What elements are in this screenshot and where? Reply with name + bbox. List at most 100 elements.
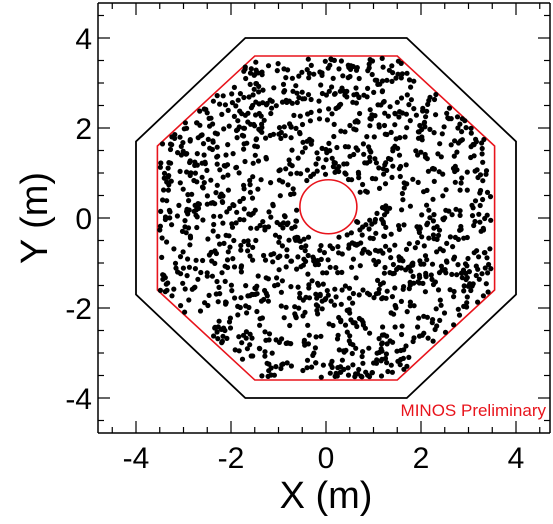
data-point (376, 290, 382, 296)
data-point (298, 264, 304, 270)
data-point (354, 65, 360, 71)
data-point (278, 289, 284, 295)
data-point (336, 164, 342, 170)
data-point (484, 212, 490, 218)
data-point (167, 215, 173, 221)
data-point (233, 164, 240, 170)
data-point (372, 216, 378, 223)
data-point (480, 227, 487, 233)
data-point (347, 333, 353, 339)
data-point (265, 224, 272, 230)
data-point (392, 285, 398, 291)
data-point (314, 150, 320, 156)
data-point (329, 155, 335, 161)
data-point (381, 332, 387, 338)
data-point (291, 112, 297, 118)
data-point (331, 121, 337, 127)
data-point (380, 295, 386, 301)
data-point (439, 267, 445, 273)
data-point (211, 213, 217, 219)
data-point (176, 202, 182, 208)
data-point (421, 243, 427, 249)
data-point (380, 64, 386, 70)
data-point (183, 230, 189, 236)
data-point (164, 239, 170, 245)
data-point (293, 83, 299, 89)
data-point (344, 329, 350, 335)
data-point (250, 244, 256, 250)
data-point (285, 67, 291, 73)
data-point (474, 167, 480, 173)
data-point (217, 101, 223, 107)
data-point (206, 252, 212, 258)
data-point (414, 224, 420, 230)
data-point (279, 278, 285, 284)
data-point (265, 63, 272, 69)
data-point (288, 363, 294, 369)
data-point (380, 280, 386, 286)
data-point (209, 258, 215, 264)
data-point (256, 110, 262, 117)
data-point (263, 154, 269, 161)
data-point (450, 244, 456, 250)
data-point (327, 243, 333, 249)
data-point (158, 208, 164, 214)
data-point (418, 149, 424, 155)
data-point (280, 225, 286, 231)
data-point (402, 134, 408, 140)
data-point (216, 284, 222, 290)
data-point (406, 354, 412, 360)
data-point (164, 179, 170, 185)
data-point (269, 105, 275, 111)
data-point (289, 147, 295, 153)
data-point (245, 293, 251, 299)
data-point (193, 257, 199, 263)
data-point (383, 243, 389, 249)
data-point (435, 232, 442, 238)
data-point (255, 273, 261, 279)
data-point (219, 270, 225, 276)
data-point (157, 227, 163, 233)
data-point (177, 168, 183, 174)
data-point (210, 228, 216, 234)
data-point (294, 170, 300, 176)
data-point (201, 180, 207, 186)
data-point (292, 304, 298, 310)
data-point (392, 242, 398, 248)
data-point (180, 249, 186, 255)
data-point (286, 157, 292, 163)
data-point (295, 234, 301, 241)
y-tick-label: -2 (65, 293, 92, 326)
data-point (324, 288, 330, 294)
data-point (304, 365, 310, 371)
data-point (442, 329, 449, 335)
data-point (231, 237, 237, 244)
data-point (478, 187, 484, 194)
data-point (372, 113, 378, 119)
data-point (406, 77, 413, 83)
data-point (194, 224, 200, 231)
data-point (472, 198, 479, 204)
data-point (481, 250, 487, 256)
data-point (206, 292, 212, 298)
data-point (387, 205, 393, 211)
data-point (399, 331, 405, 338)
data-point (245, 110, 251, 116)
data-point (304, 177, 310, 184)
data-point (469, 213, 476, 219)
data-point (250, 102, 256, 109)
data-point (364, 134, 370, 140)
data-point (323, 157, 329, 163)
data-point (363, 369, 369, 375)
data-point (283, 97, 289, 103)
data-point (480, 293, 486, 299)
data-point (320, 362, 326, 368)
data-point (246, 211, 252, 217)
data-point (312, 345, 318, 351)
data-point (217, 167, 223, 173)
data-point (317, 69, 323, 75)
data-point (419, 234, 425, 240)
data-point (217, 241, 223, 247)
data-point (246, 304, 252, 311)
data-point (400, 197, 406, 203)
